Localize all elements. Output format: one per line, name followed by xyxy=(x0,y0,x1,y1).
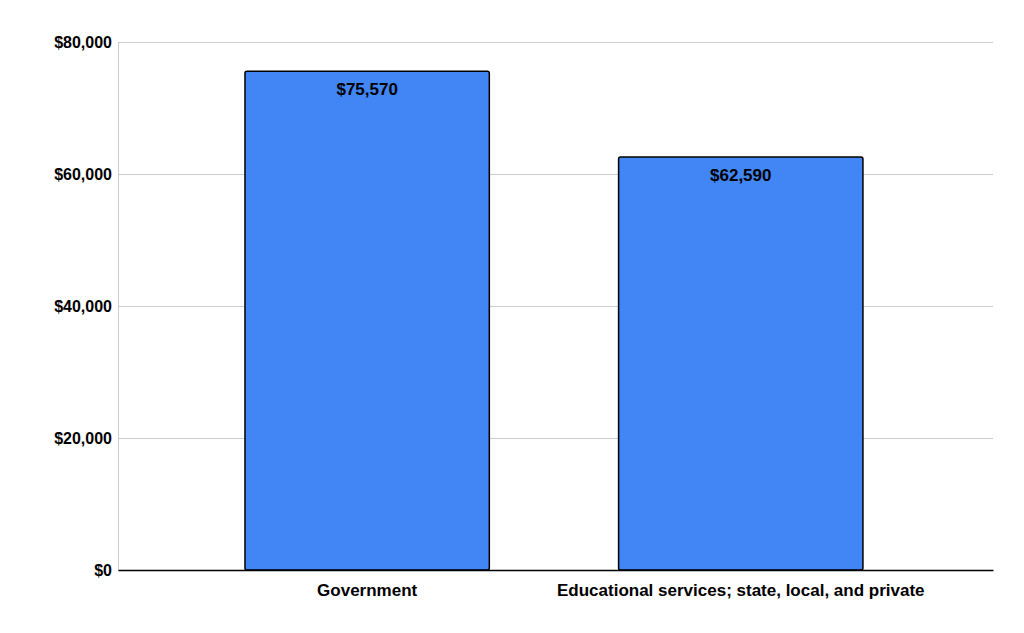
x-tick: Educational services; state, local, and … xyxy=(557,570,925,600)
x-axis: Government Educational services; state, l… xyxy=(119,570,994,600)
bar xyxy=(245,71,489,570)
x-tick-label: Government xyxy=(317,581,417,600)
y-tick-label: $60,000 xyxy=(54,166,112,183)
grid-line xyxy=(118,42,993,43)
grid-line xyxy=(118,570,993,571)
y-tick-label: $80,000 xyxy=(54,34,112,51)
chart: $0 $20,000 $40,000 $60,000 $80,000 Government… xyxy=(0,0,1024,633)
x-axis-line xyxy=(119,570,994,572)
y-tick-label: $40,000 xyxy=(54,298,112,315)
x-tick-label: Educational services; state, local, and … xyxy=(557,581,925,600)
y-axis: $0 $20,000 $40,000 $60,000 $80,000 xyxy=(54,34,993,579)
y-tick: $80,000 xyxy=(54,34,993,51)
data-labels: $75,570 $62,590 xyxy=(336,80,771,185)
y-tick-label: $20,000 xyxy=(54,430,112,447)
x-tick: Government xyxy=(317,570,417,600)
data-label: $75,570 xyxy=(336,80,397,99)
y-tick-label: $0 xyxy=(94,562,112,579)
bar xyxy=(619,157,863,570)
data-label: $62,590 xyxy=(710,166,771,185)
bars xyxy=(245,71,863,570)
